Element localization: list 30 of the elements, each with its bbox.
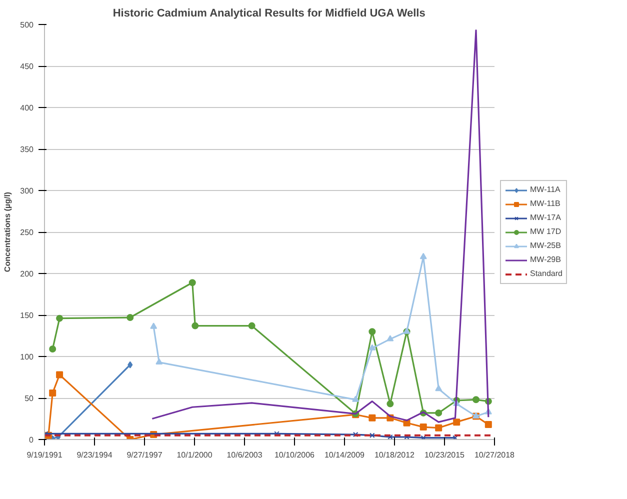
legend-label: MW-11B <box>530 199 560 208</box>
x-tick-label: 10/10/2006 <box>274 450 316 460</box>
legend-label: MW-29B <box>530 255 561 264</box>
x-tick-label: 10/1/2000 <box>176 450 213 460</box>
y-axis-title: Concentrations (µg/l) <box>3 192 12 272</box>
legend-label: MW-11A <box>530 185 560 194</box>
x-tick-label: 10/23/2015 <box>424 450 466 460</box>
y-tick-label: 500 <box>20 20 34 30</box>
x-tick-label: 9/27/1997 <box>126 450 163 460</box>
x-tick-label: 10/27/2018 <box>474 450 516 460</box>
x-tick-label: 10/6/2003 <box>226 450 263 460</box>
legend-label: Standard <box>530 269 562 278</box>
x-tick-label: 9/23/1994 <box>76 450 113 460</box>
y-tick-label: 400 <box>20 104 34 112</box>
y-tick-label: 0 <box>29 436 34 444</box>
y-tick-label: 150 <box>20 311 34 320</box>
y-tick-label: 450 <box>20 62 34 71</box>
legend-label: MW-17A <box>530 213 561 222</box>
y-tick-label: 50 <box>24 394 34 403</box>
y-tick-label: 100 <box>20 352 34 362</box>
y-tick-label: 250 <box>20 228 34 237</box>
y-tick-label: 350 <box>20 145 34 154</box>
legend-label: MW 17D <box>530 227 562 236</box>
x-tick-label: 9/19/1991 <box>26 450 63 460</box>
y-tick-label: 300 <box>20 186 34 196</box>
x-tick-label: 10/14/2009 <box>324 450 366 460</box>
y-tick-label: 200 <box>20 270 34 278</box>
legend-label: MW-25B <box>530 241 561 250</box>
chart-title: Historic Cadmium Analytical Results for Midfield UGA Wells <box>112 8 426 20</box>
x-tick-label: 10/18/2012 <box>374 450 416 460</box>
